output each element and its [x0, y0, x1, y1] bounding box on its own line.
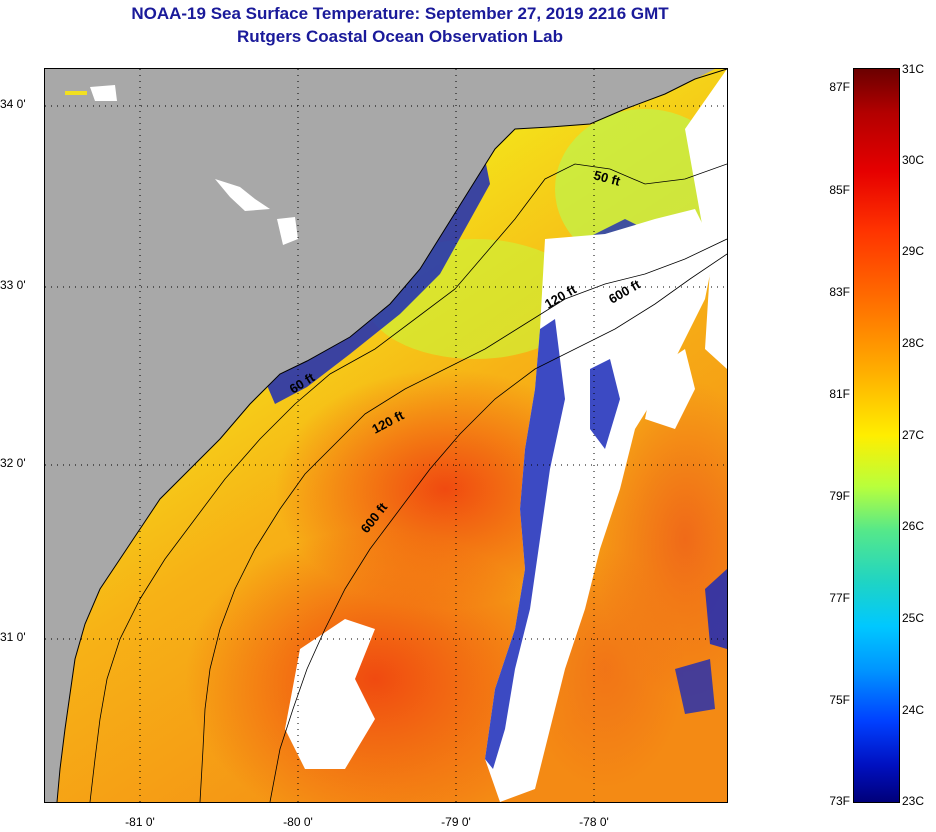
lon-tick-label: -79 0'	[441, 815, 471, 829]
colorbar-f-label: 77F	[829, 591, 850, 605]
cold-cloud-edge	[485, 319, 565, 769]
colorbar-c-label: 24C	[902, 703, 925, 717]
isobath-50ft	[89, 163, 727, 802]
cold-cloud-edge	[675, 659, 715, 714]
lon-tick-label: -81 0'	[125, 815, 155, 829]
colorbar-f-label: 85F	[829, 183, 850, 197]
cloud-cover	[90, 85, 117, 101]
lat-tick-label: 33 0'	[0, 278, 26, 292]
lat-tick-label: 32 0'	[0, 456, 26, 470]
cold-cloud-edge	[590, 359, 620, 449]
lon-tick-label: -80 0'	[283, 815, 313, 829]
colorbar-f-label: 75F	[829, 693, 850, 707]
colorbar-f-label: 87F	[829, 80, 850, 94]
colorbar-c-label: 25C	[902, 611, 925, 625]
cold-coastal-water	[260, 159, 490, 404]
colorbar-c-label: 29C	[902, 244, 925, 258]
colorbar-f-label: 83F	[829, 285, 850, 299]
map-subtitle: Rutgers Coastal Ocean Observation Lab	[237, 27, 563, 46]
lat-tick-label: 31 0'	[0, 630, 26, 644]
lon-tick-label: -78 0'	[579, 815, 609, 829]
cold-cloud-edge	[705, 569, 727, 649]
warm-eddy	[185, 529, 565, 802]
cloud-cover	[645, 349, 695, 429]
colorbar-c-label: 27C	[902, 428, 925, 442]
colorbar-c-label: 26C	[902, 519, 925, 533]
colorbar-c-label: 28C	[902, 336, 925, 350]
colorbar-f-label: 73F	[829, 794, 850, 808]
isobath-600ft	[269, 253, 727, 802]
cloud-cover	[285, 619, 375, 769]
colorbar-f-label: 81F	[829, 387, 850, 401]
sst-map[interactable]: 50 ft 60 ft 120 ft 600 ft 120 ft 600 ft	[44, 68, 728, 803]
map-title: NOAA-19 Sea Surface Temperature: Septemb…	[131, 4, 669, 23]
land-inlet	[65, 91, 87, 95]
graticule	[45, 69, 727, 802]
coastline	[56, 69, 727, 802]
colorbar-f-label: 79F	[829, 489, 850, 503]
isobath-label: 50 ft	[592, 167, 622, 189]
temperature-colorbar	[853, 68, 900, 803]
colorbar-c-label: 31C	[902, 62, 925, 76]
isobath-120ft	[199, 238, 727, 802]
colorbar-c-label: 30C	[902, 153, 925, 167]
cloud-cover	[277, 217, 298, 245]
land-area	[45, 69, 727, 802]
lat-tick-label: 34 0'	[0, 97, 26, 111]
cloud-cover	[215, 179, 270, 211]
colorbar-c-label: 23C	[902, 794, 925, 808]
cloud-cover	[685, 69, 727, 369]
